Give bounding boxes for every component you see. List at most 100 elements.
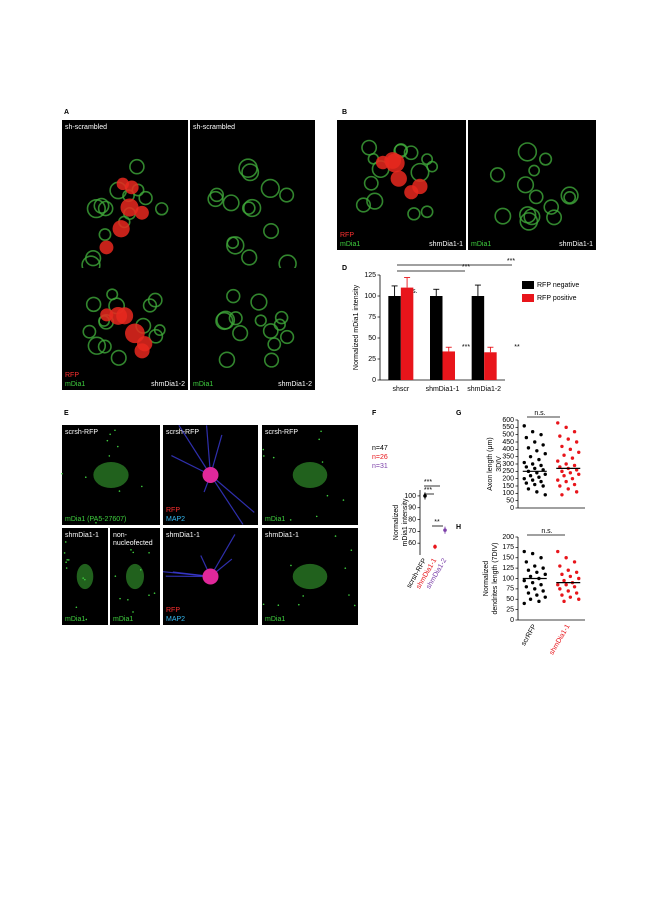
speck xyxy=(263,455,265,457)
dendrite xyxy=(209,474,244,525)
speck xyxy=(334,535,337,537)
data-point xyxy=(537,475,541,479)
data-point xyxy=(566,589,570,593)
legend-label: RFP positive xyxy=(537,295,577,302)
data-point xyxy=(535,570,539,574)
data-point xyxy=(558,434,562,438)
n-label: n=26 xyxy=(372,454,388,461)
speck xyxy=(132,551,135,554)
cell xyxy=(560,186,579,205)
significance: ** xyxy=(434,519,440,526)
y-tick-label: 125 xyxy=(502,565,514,572)
data-point xyxy=(566,487,570,491)
y-tick-label: 80 xyxy=(408,516,416,523)
cell xyxy=(85,296,102,313)
channel-label: mDia1 xyxy=(193,381,213,388)
image-caption: scrsh-RFP xyxy=(265,429,298,436)
data-point xyxy=(568,595,573,599)
cell xyxy=(154,202,169,216)
bar xyxy=(471,296,485,380)
cell xyxy=(263,352,280,368)
y-tick-label: 25 xyxy=(368,356,376,363)
cell xyxy=(142,298,158,313)
channel-label: mDia1 xyxy=(471,241,491,248)
data-point xyxy=(558,484,562,488)
data-point xyxy=(558,587,562,591)
y-tick-label: 100 xyxy=(404,493,416,500)
channel-label: mDia1 (PA5-27607) xyxy=(65,516,126,523)
cell xyxy=(528,164,541,177)
neuron xyxy=(292,563,328,590)
data-point xyxy=(543,452,547,456)
y-tick-label: 300 xyxy=(502,461,514,468)
dendrite xyxy=(210,474,255,513)
legend-swatch xyxy=(522,281,534,289)
rfp-cell xyxy=(125,323,145,344)
cell xyxy=(546,209,563,226)
channel-label: mDia1 xyxy=(113,616,133,623)
data-point xyxy=(533,587,537,591)
image-caption: sh-scrambled xyxy=(193,124,235,131)
data-point xyxy=(562,453,566,457)
speck xyxy=(342,499,345,501)
y-axis-label: Normalized xyxy=(483,561,490,597)
data-point xyxy=(524,560,529,564)
speck xyxy=(318,438,320,441)
data-point xyxy=(522,601,526,606)
channel-label: MAP2 xyxy=(166,516,185,523)
data-point xyxy=(543,493,547,497)
cell xyxy=(279,187,295,203)
data-point xyxy=(568,471,573,475)
data-point xyxy=(543,595,547,599)
data-point xyxy=(564,462,568,466)
data-point xyxy=(562,474,566,478)
y-tick-label: 550 xyxy=(502,424,514,431)
rfp-cell xyxy=(116,177,130,191)
cell xyxy=(494,207,512,225)
speck xyxy=(64,541,67,543)
cell xyxy=(260,178,280,199)
data-point xyxy=(572,482,577,487)
cell xyxy=(421,153,434,166)
data-point xyxy=(577,472,581,476)
mean-dot xyxy=(433,544,437,549)
data-point xyxy=(535,593,539,597)
channel-label: mDia1 xyxy=(65,616,85,623)
significance: *** xyxy=(507,258,515,265)
cell xyxy=(216,310,236,330)
cell xyxy=(207,190,224,208)
condition-label: shmDia1-1 xyxy=(429,241,463,248)
cell xyxy=(254,314,267,327)
channel-label: mDia1 xyxy=(265,616,285,623)
cell xyxy=(519,206,537,224)
cell xyxy=(87,336,107,355)
data-point xyxy=(577,597,581,601)
speck xyxy=(82,577,84,579)
data-point xyxy=(539,432,543,437)
data-point xyxy=(522,549,526,554)
speck xyxy=(95,521,97,524)
data-point xyxy=(526,568,531,572)
data-point xyxy=(574,440,579,444)
data-point xyxy=(530,462,535,466)
speck xyxy=(114,429,116,432)
y-axis-label: 3DIV xyxy=(496,456,503,472)
data-point xyxy=(524,465,529,469)
neuron xyxy=(202,467,219,483)
panel-label: B xyxy=(342,109,347,116)
cell xyxy=(273,318,286,331)
data-point xyxy=(522,476,526,481)
y-tick-label: 100 xyxy=(364,293,376,300)
data-point xyxy=(539,583,543,587)
n-label: n=47 xyxy=(372,445,388,452)
x-tick-label: shscr xyxy=(392,386,409,393)
cell xyxy=(420,205,434,219)
data-point xyxy=(570,476,575,481)
speck xyxy=(262,603,265,606)
cell xyxy=(355,197,372,213)
micrograph xyxy=(190,268,315,390)
cell xyxy=(516,176,535,194)
data-point xyxy=(556,478,560,482)
image-caption: sh-scrambled xyxy=(65,124,107,131)
